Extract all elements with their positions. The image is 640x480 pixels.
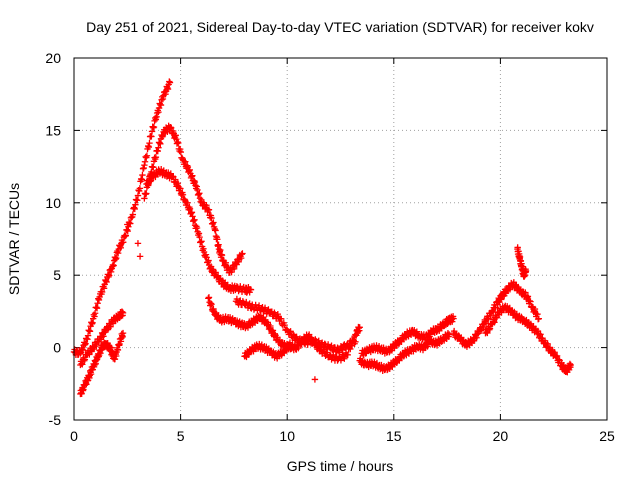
data-point [91, 310, 99, 317]
data-point [449, 313, 457, 320]
data-point [212, 227, 219, 234]
x-tick-label: 25 [599, 428, 615, 444]
grid [74, 58, 607, 420]
data-point [518, 260, 525, 267]
data-point [281, 321, 288, 329]
data-points [70, 78, 574, 398]
data-point [191, 178, 199, 186]
data-point [191, 216, 198, 224]
data-point [82, 340, 89, 347]
data-point [214, 236, 221, 243]
data-point [150, 123, 158, 131]
data-point [356, 327, 363, 334]
data-point [136, 185, 144, 192]
y-tick-label: 20 [45, 50, 61, 66]
data-point [177, 148, 185, 156]
data-point [127, 220, 134, 227]
data-point [210, 223, 218, 231]
data-point [150, 163, 157, 171]
data-point [311, 376, 319, 383]
chart-title: Day 251 of 2021, Sidereal Day-to-day VTE… [86, 19, 594, 35]
data-point [146, 139, 153, 147]
data-point [522, 289, 529, 296]
x-tick-label: 20 [493, 428, 509, 444]
data-point [124, 221, 131, 228]
data-point [344, 351, 351, 359]
x-tick-label: 0 [70, 428, 78, 444]
data-point [238, 250, 245, 258]
data-point [143, 152, 151, 159]
x-tick-label: 10 [279, 428, 295, 444]
data-point [129, 211, 137, 218]
data-point [324, 349, 331, 356]
y-tick-label: 0 [53, 340, 61, 356]
data-point [175, 139, 182, 147]
data-point [143, 190, 150, 197]
x-axis-label: GPS time / hours [287, 458, 394, 474]
data-point [200, 245, 207, 252]
data-point [208, 214, 215, 222]
data-point [347, 342, 355, 349]
data-point [152, 154, 160, 161]
data-point [347, 345, 354, 353]
data-point [166, 78, 173, 85]
data-point [113, 254, 120, 262]
axis-ticks: 0 5 10 15 20 25 -5 0 5 10 15 20 [45, 50, 615, 444]
data-point [338, 345, 345, 353]
data-point [136, 253, 144, 260]
data-point [341, 355, 348, 362]
data-point [174, 180, 182, 187]
data-point [215, 241, 222, 248]
y-tick-label: -5 [49, 412, 62, 428]
data-point [122, 232, 130, 239]
data-point [522, 268, 529, 276]
data-point [139, 171, 146, 179]
data-point [445, 333, 452, 340]
data-point [208, 301, 215, 308]
data-point [534, 315, 542, 323]
data-point [350, 338, 357, 345]
data-point [114, 249, 122, 257]
data-point [247, 286, 254, 293]
data-point [134, 197, 141, 204]
data-point [89, 319, 96, 327]
data-point [172, 132, 179, 139]
y-axis-label: SDTVAR / TECUs [6, 183, 22, 295]
x-tick-label: 5 [177, 428, 185, 444]
data-point [255, 302, 263, 309]
data-point [119, 333, 126, 341]
data-point [349, 337, 357, 344]
data-point [84, 332, 92, 339]
data-point [278, 315, 285, 323]
data-point [153, 113, 160, 121]
x-tick-label: 15 [386, 428, 402, 444]
data-point [193, 224, 201, 232]
y-tick-label: 10 [45, 195, 61, 211]
data-point [567, 363, 574, 371]
data-point [134, 240, 142, 247]
data-point [274, 310, 282, 318]
data-point [140, 164, 147, 172]
data-point [95, 296, 103, 304]
data-point [286, 328, 293, 336]
data-point [105, 272, 113, 279]
y-tick-label: 15 [45, 122, 61, 138]
data-point [159, 95, 167, 103]
y-tick-label: 5 [53, 267, 61, 283]
data-point [127, 214, 135, 222]
data-point [98, 288, 106, 296]
plot-frame [73, 57, 608, 421]
data-point [205, 206, 213, 213]
data-point [243, 289, 250, 296]
data-point [119, 312, 126, 319]
data-point [289, 331, 297, 338]
